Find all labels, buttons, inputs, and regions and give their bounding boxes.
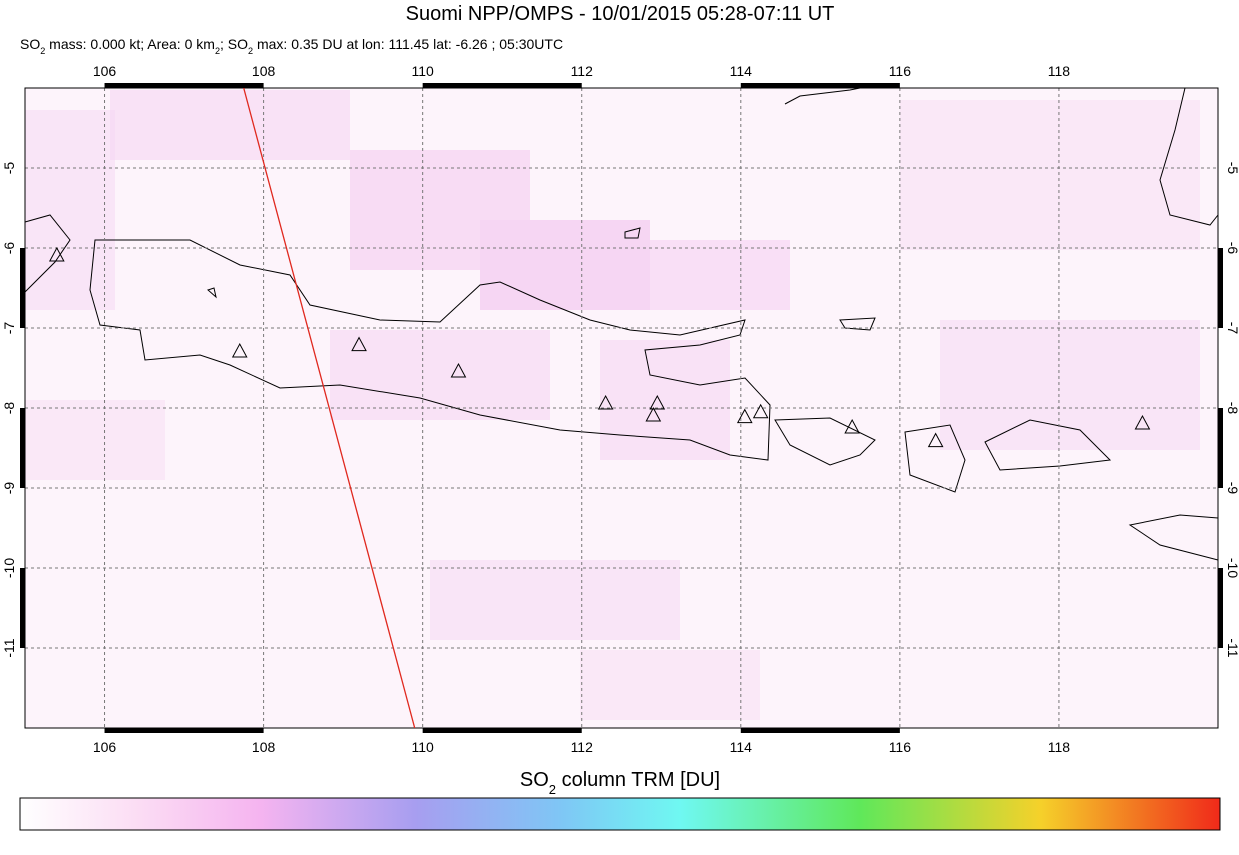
text-part: 2: [549, 782, 556, 797]
map-marks: [48, 88, 1151, 728]
colorbar-label: SO2 column TRM [DU]: [520, 769, 720, 797]
lat-tick-label: -6: [1225, 242, 1239, 255]
frame-bar: [740, 728, 900, 733]
lon-tick-label: 108: [252, 739, 276, 755]
lat-tick-label: -11: [1, 638, 17, 657]
frame-bar: [1218, 408, 1223, 488]
text-part: ; SO: [220, 36, 248, 52]
lat-tick-label: -5: [1225, 162, 1239, 175]
frame-bar: [20, 568, 25, 648]
lon-tick-label: 110: [412, 63, 435, 79]
volcano: [48, 246, 65, 262]
text-part: 2: [40, 46, 45, 56]
text-part: max: 0.35 DU at lon: 111.45 lat: -6.26 ;…: [253, 36, 563, 52]
lon-tick-label: 110: [412, 739, 435, 755]
frame-bar: [1218, 248, 1223, 328]
coastlines: [24, 87, 1219, 561]
lat-tick-label: -8: [1, 402, 17, 415]
subtitle: SO2 mass: 0.000 kt; Area: 0 km2; SO2 max…: [20, 36, 563, 56]
frame-bar: [422, 83, 582, 88]
volcano: [231, 342, 248, 358]
lat-tick-label: -10: [1, 558, 17, 578]
volcano: [450, 362, 467, 378]
lon-tick-label: 118: [1048, 739, 1071, 755]
volcano: [1134, 414, 1151, 430]
lat-tick-label: -6: [1, 242, 17, 255]
lon-tick-label: 112: [571, 63, 594, 79]
lat-tick-label: -7: [1, 322, 17, 335]
orbit-track: [243, 88, 416, 728]
lon-tick-label: 114: [730, 739, 753, 755]
lat-tick-label: -7: [1225, 322, 1239, 335]
title: Suomi NPP/OMPS - 10/01/2015 05:28-07:11 …: [406, 3, 835, 25]
lat-tick-label: -10: [1225, 558, 1239, 578]
volcano: [752, 403, 769, 419]
lon-tick-label: 116: [889, 739, 912, 755]
lon-tick-label: 118: [1048, 63, 1071, 79]
lat-tick-label: -11: [1225, 638, 1239, 657]
frame-bar: [740, 83, 900, 88]
lat-tick-label: -9: [1225, 482, 1239, 495]
volcano: [844, 418, 860, 434]
volcano: [597, 394, 614, 410]
lon-tick-label: 108: [252, 63, 276, 79]
frame-bar: [104, 83, 264, 88]
colorbar: [19, 797, 1221, 831]
lon-tick-label: 106: [93, 63, 117, 79]
text-part: SO: [520, 769, 549, 791]
text-part: 2: [248, 46, 253, 56]
volcano: [736, 408, 753, 424]
frame-bar: [20, 248, 25, 328]
frame-bars: [20, 83, 1223, 733]
text-part: SO: [20, 36, 40, 52]
frame-bar: [20, 408, 25, 488]
lon-tick-label: 116: [889, 63, 912, 79]
frame-bar: [1218, 568, 1223, 648]
lat-tick-label: -9: [1, 482, 17, 495]
text-part: mass: 0.000 kt; Area: 0 km: [45, 36, 215, 52]
volcano: [927, 432, 944, 448]
frame-bar: [104, 728, 264, 733]
lat-tick-label: -8: [1225, 402, 1239, 415]
volcano: [649, 394, 666, 410]
graticule: [25, 88, 1218, 728]
volcano: [351, 336, 367, 352]
lon-tick-label: 106: [93, 739, 117, 755]
text-part: column TRM [DU]: [556, 769, 720, 791]
lon-tick-label: 112: [571, 739, 594, 755]
lon-tick-label: 114: [730, 63, 753, 79]
lat-tick-label: -5: [1, 162, 17, 175]
volcano: [645, 406, 662, 422]
frame-bar: [422, 728, 582, 733]
text-part: 2: [215, 46, 220, 56]
